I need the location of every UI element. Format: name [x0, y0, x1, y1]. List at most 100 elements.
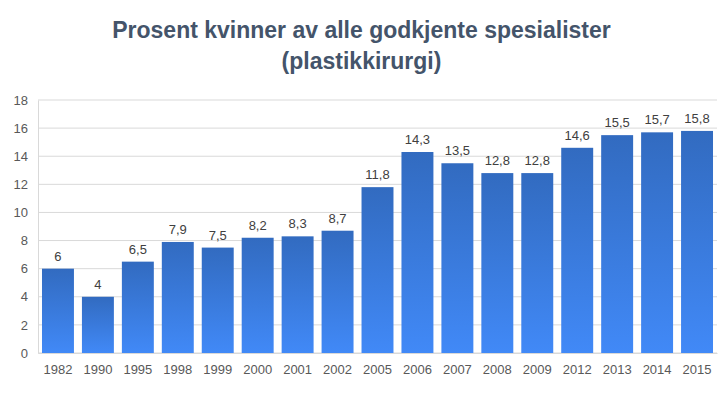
x-tick-label: 2014	[643, 362, 672, 377]
x-tick: 1998	[163, 362, 192, 377]
data-label: 7,5	[209, 228, 227, 243]
bar	[122, 262, 154, 353]
data-label: 8,2	[249, 218, 267, 233]
y-tick-label: 6	[21, 261, 28, 276]
data-label: 7,9	[169, 222, 187, 237]
bar	[641, 132, 673, 353]
data-label: 15,8	[684, 111, 709, 126]
data-label: 6,5	[129, 242, 147, 257]
x-tick-label: 2013	[603, 362, 632, 377]
bar	[441, 163, 473, 353]
data-label: 13,5	[445, 143, 470, 158]
data-label: 15,5	[604, 115, 629, 130]
plot: 0 2 4 6 8 10 12 14 16 18 1982 1990 1995 1998 1999 2000 2…	[14, 93, 718, 378]
x-tick: 2014	[643, 362, 672, 377]
x-tick-label: 2008	[483, 362, 512, 377]
y-tick: 8	[21, 233, 38, 248]
y-tick-label: 8	[21, 233, 28, 248]
x-axis-line	[39, 353, 718, 354]
y-tick-label: 4	[21, 289, 28, 304]
y-tick-label: 16	[14, 121, 28, 136]
data-label: 14,6	[565, 128, 590, 143]
x-tick-label: 2000	[243, 362, 272, 377]
x-tick-label: 2002	[323, 362, 352, 377]
x-tick-label: 2005	[363, 362, 392, 377]
bar	[362, 187, 394, 353]
bar	[521, 173, 553, 353]
data-label: 14,3	[405, 132, 430, 147]
y-tick-label: 14	[14, 149, 28, 164]
x-tick: 2002	[323, 362, 352, 377]
y-tick: 18	[14, 93, 38, 108]
x-tick: 2015	[683, 362, 712, 377]
data-label: 4	[94, 277, 101, 292]
data-label: 12,8	[485, 153, 510, 168]
data-label: 11,8	[365, 167, 389, 182]
x-tick: 1990	[83, 362, 112, 377]
bar	[282, 236, 314, 353]
y-axis-line	[38, 101, 39, 354]
grid-line	[38, 100, 717, 101]
y-tick: 0	[21, 346, 38, 361]
x-tick: 2007	[443, 362, 472, 377]
bar	[681, 131, 713, 353]
y-axis: 0 2 4 6 8 10 12 14 16 18	[14, 93, 39, 361]
y-tick: 10	[14, 205, 38, 220]
y-tick: 12	[14, 177, 38, 192]
x-tick-label: 1999	[203, 362, 232, 377]
data-label: 12,8	[525, 153, 550, 168]
y-tick: 16	[14, 121, 38, 136]
x-tick: 2009	[523, 362, 552, 377]
x-tick-label: 2001	[283, 362, 312, 377]
bar	[601, 135, 633, 353]
y-tick-label: 12	[14, 177, 28, 192]
bar	[42, 269, 74, 353]
data-label: 6	[54, 249, 61, 264]
data-labels: 6 4 6,5 7,9 7,5 8,2 8,3 8,7 11,8 14,3 13,5 12,8 12,8…	[54, 111, 709, 292]
y-tick: 4	[21, 289, 38, 304]
x-tick-label: 1998	[163, 362, 192, 377]
bar	[561, 148, 593, 353]
x-tick-label: 2009	[523, 362, 552, 377]
title-line: (plastikkirurgi)	[282, 48, 442, 74]
y-tick: 14	[14, 149, 38, 164]
bars	[42, 131, 713, 353]
title: Prosent kvinner av alle godkjente spesia…	[112, 17, 611, 74]
y-tick-label: 2	[21, 318, 28, 333]
x-tick: 2001	[283, 362, 312, 377]
bar	[82, 297, 114, 353]
bar	[202, 248, 234, 353]
x-tick-label: 1995	[123, 362, 152, 377]
x-tick: 2005	[363, 362, 392, 377]
y-tick: 2	[21, 318, 38, 333]
x-tick-label: 2015	[683, 362, 712, 377]
x-tick: 1982	[44, 362, 73, 377]
title-line: Prosent kvinner av alle godkjente spesia…	[112, 17, 611, 43]
x-axis: 1982 1990 1995 1998 1999 2000 2001 2002 2005 2006…	[39, 354, 718, 378]
x-tick-label: 1990	[83, 362, 112, 377]
x-tick-label: 1982	[44, 362, 73, 377]
x-tick: 1999	[203, 362, 232, 377]
bar	[242, 238, 274, 353]
x-tick-label: 2006	[403, 362, 432, 377]
x-tick: 2013	[603, 362, 632, 377]
bar	[162, 242, 194, 353]
chart: Prosent kvinner av alle godkjente spesia…	[0, 0, 723, 403]
x-tick: 2012	[563, 362, 592, 377]
y-tick-label: 10	[14, 205, 28, 220]
data-label: 15,7	[644, 112, 669, 127]
x-tick-label: 2007	[443, 362, 472, 377]
y-tick: 6	[21, 261, 38, 276]
x-tick: 2000	[243, 362, 272, 377]
x-tick: 1995	[123, 362, 152, 377]
bar	[481, 173, 513, 353]
y-tick-label: 18	[14, 93, 28, 108]
x-tick: 2006	[403, 362, 432, 377]
x-tick: 2008	[483, 362, 512, 377]
data-label: 8,7	[329, 211, 347, 226]
grid	[38, 100, 717, 353]
y-tick-label: 0	[21, 346, 28, 361]
x-tick-label: 2012	[563, 362, 592, 377]
bar	[401, 152, 433, 353]
data-label: 8,3	[289, 216, 307, 231]
